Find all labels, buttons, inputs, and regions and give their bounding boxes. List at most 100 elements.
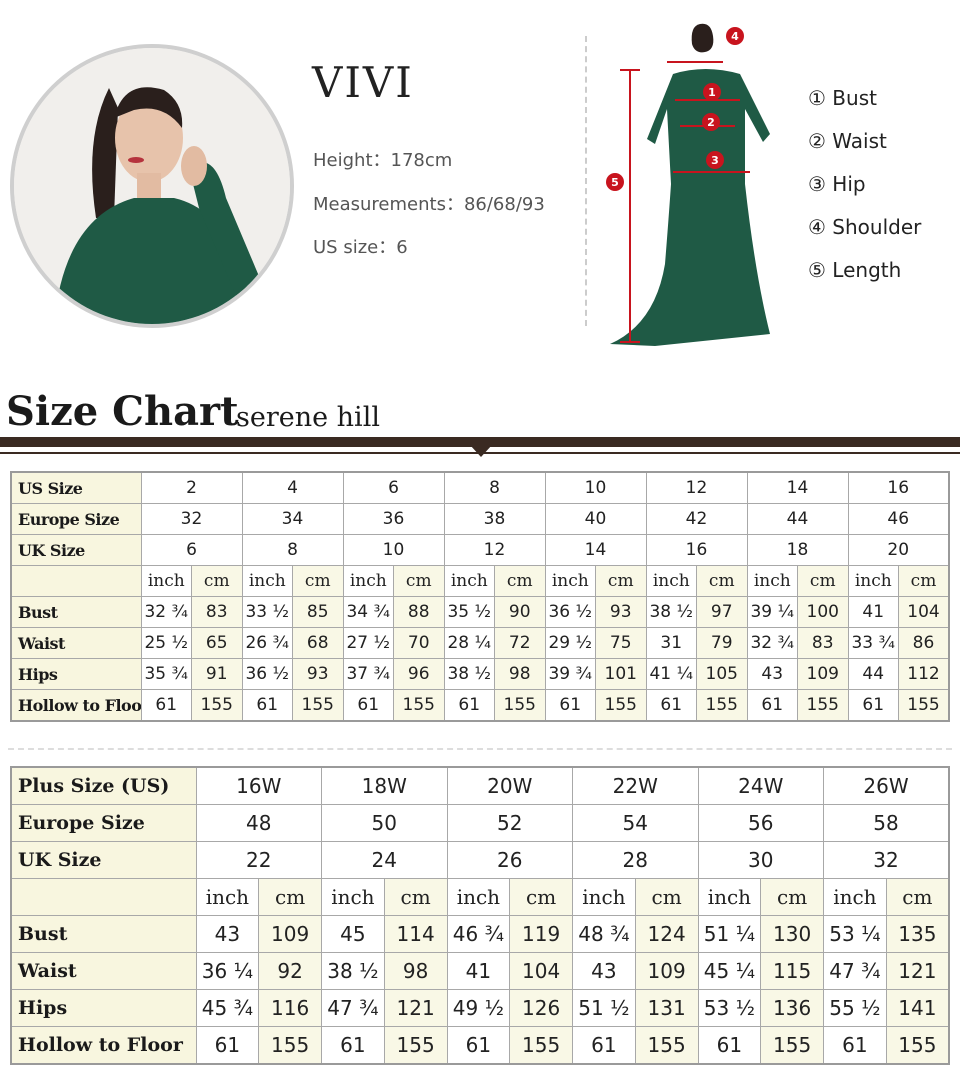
cm-value: 155 xyxy=(494,689,546,722)
cm-value: 100 xyxy=(797,596,849,628)
inch-value: 61 xyxy=(847,689,899,722)
unit-inch: inch xyxy=(140,565,192,597)
cm-value: 79 xyxy=(696,627,748,659)
inch-value: 55 ½ xyxy=(823,989,887,1027)
size-cell: 22W xyxy=(572,766,699,805)
unit-inch: inch xyxy=(697,878,762,916)
inch-value: 35 ½ xyxy=(443,596,495,628)
cm-value: 72 xyxy=(494,627,546,659)
inch-value: 53 ¼ xyxy=(823,915,887,953)
inch-value: 47 ¾ xyxy=(321,989,385,1027)
size-cell: 34 xyxy=(241,503,344,535)
marker-3 xyxy=(706,151,724,169)
size-row: US Size 2 4 6 8 10 12 14 16 xyxy=(10,471,950,504)
inch-value: 41 ¼ xyxy=(645,658,697,690)
legend-hip: ③ Hip xyxy=(808,172,866,196)
cm-value: 109 xyxy=(797,658,849,690)
standard-size-table: US Size 2 4 6 8 10 12 14 16 Europe Size 32 34 36 38 40… xyxy=(10,471,950,722)
row-label: Bust xyxy=(10,596,142,628)
inch-value: 47 ¾ xyxy=(823,952,887,990)
size-cell: 14 xyxy=(544,534,647,566)
size-cell: 20 xyxy=(847,534,950,566)
size-cell: 36 xyxy=(342,503,445,535)
cm-value: 86 xyxy=(898,627,950,659)
size-cell: 38 xyxy=(443,503,546,535)
size-cell: 50 xyxy=(321,804,448,842)
size-cell: 6 xyxy=(342,471,445,504)
cm-value: 114 xyxy=(383,915,448,953)
cm-value: 115 xyxy=(760,952,824,990)
size-cell: 8 xyxy=(443,471,546,504)
cm-value: 65 xyxy=(191,627,243,659)
size-cell: 22 xyxy=(195,841,322,879)
inch-value: 38 ½ xyxy=(645,596,697,628)
row-label: UK Size xyxy=(10,534,142,566)
cm-value: 131 xyxy=(634,989,699,1027)
inch-value: 61 xyxy=(446,1026,511,1065)
unit-inch: inch xyxy=(443,565,495,597)
size-cell: 10 xyxy=(342,534,445,566)
cm-value: 136 xyxy=(760,989,824,1027)
unit-inch: inch xyxy=(446,878,511,916)
unit-cm: cm xyxy=(760,878,824,916)
inch-value: 61 xyxy=(140,689,192,722)
unit-inch: inch xyxy=(241,565,293,597)
cm-value: 155 xyxy=(634,1026,699,1065)
size-chart-brand: serene hill xyxy=(236,402,380,433)
size-cell: 56 xyxy=(697,804,824,842)
size-cell: 44 xyxy=(746,503,849,535)
heading-rule xyxy=(0,437,960,447)
measure-row: Waist 25 ½ 65 26 ¾ 68 27 ½ 70 28 ¼ 72 29 ½ 75 31 79 3… xyxy=(10,627,950,659)
unit-cm: cm xyxy=(494,565,546,597)
size-cell: 52 xyxy=(446,804,573,842)
cm-value: 155 xyxy=(292,689,344,722)
cm-value: 93 xyxy=(292,658,344,690)
inch-value: 27 ½ xyxy=(342,627,394,659)
cm-value: 90 xyxy=(494,596,546,628)
unit-cm: cm xyxy=(383,878,448,916)
unit-cm: cm xyxy=(393,565,445,597)
inch-value: 28 ¼ xyxy=(443,627,495,659)
cm-value: 92 xyxy=(258,952,322,990)
inch-value: 41 xyxy=(446,952,511,990)
inch-value: 35 ¾ xyxy=(140,658,192,690)
cm-value: 96 xyxy=(393,658,445,690)
size-cell: 16 xyxy=(847,471,950,504)
section-separator xyxy=(8,748,952,750)
size-cell: 10 xyxy=(544,471,647,504)
model-photo xyxy=(10,44,294,328)
row-label: Waist xyxy=(10,627,142,659)
inch-value: 51 ¼ xyxy=(697,915,762,953)
cm-value: 83 xyxy=(191,596,243,628)
height-label: Height： xyxy=(313,150,391,171)
inch-value: 34 ¾ xyxy=(342,596,394,628)
marker-5-label: 5 xyxy=(611,176,619,189)
unit-row: inch cm inch cm inch cm inch cm inch cm inch cm inch… xyxy=(10,565,950,597)
cm-value: 104 xyxy=(898,596,950,628)
cm-value: 124 xyxy=(634,915,699,953)
inch-value: 44 xyxy=(847,658,899,690)
cm-value: 105 xyxy=(696,658,748,690)
size-cell: 18W xyxy=(321,766,448,805)
cm-value: 68 xyxy=(292,627,344,659)
inch-value: 45 xyxy=(321,915,385,953)
marker-2-label: 2 xyxy=(707,116,715,129)
unit-inch: inch xyxy=(342,565,394,597)
heading-triangle xyxy=(470,445,492,457)
legend-length: ⑤ Length xyxy=(808,258,902,282)
marker-2 xyxy=(702,113,720,131)
cm-value: 104 xyxy=(509,952,573,990)
cm-value: 155 xyxy=(191,689,243,722)
size-cell: 14 xyxy=(746,471,849,504)
inch-value: 61 xyxy=(645,689,697,722)
row-label: US Size xyxy=(10,471,142,504)
model-portrait-illustration xyxy=(14,48,290,324)
model-height: Height：178cm xyxy=(313,146,452,172)
cm-value: 109 xyxy=(258,915,322,953)
inch-value: 61 xyxy=(195,1026,260,1065)
cm-value: 155 xyxy=(898,689,950,722)
measure-row: Waist 36 ¼ 92 38 ½ 98 41 104 43 109 45 ¼ 115 47 ¾ 12… xyxy=(10,952,950,990)
unit-cm: cm xyxy=(634,878,699,916)
inch-value: 32 ¾ xyxy=(746,627,798,659)
